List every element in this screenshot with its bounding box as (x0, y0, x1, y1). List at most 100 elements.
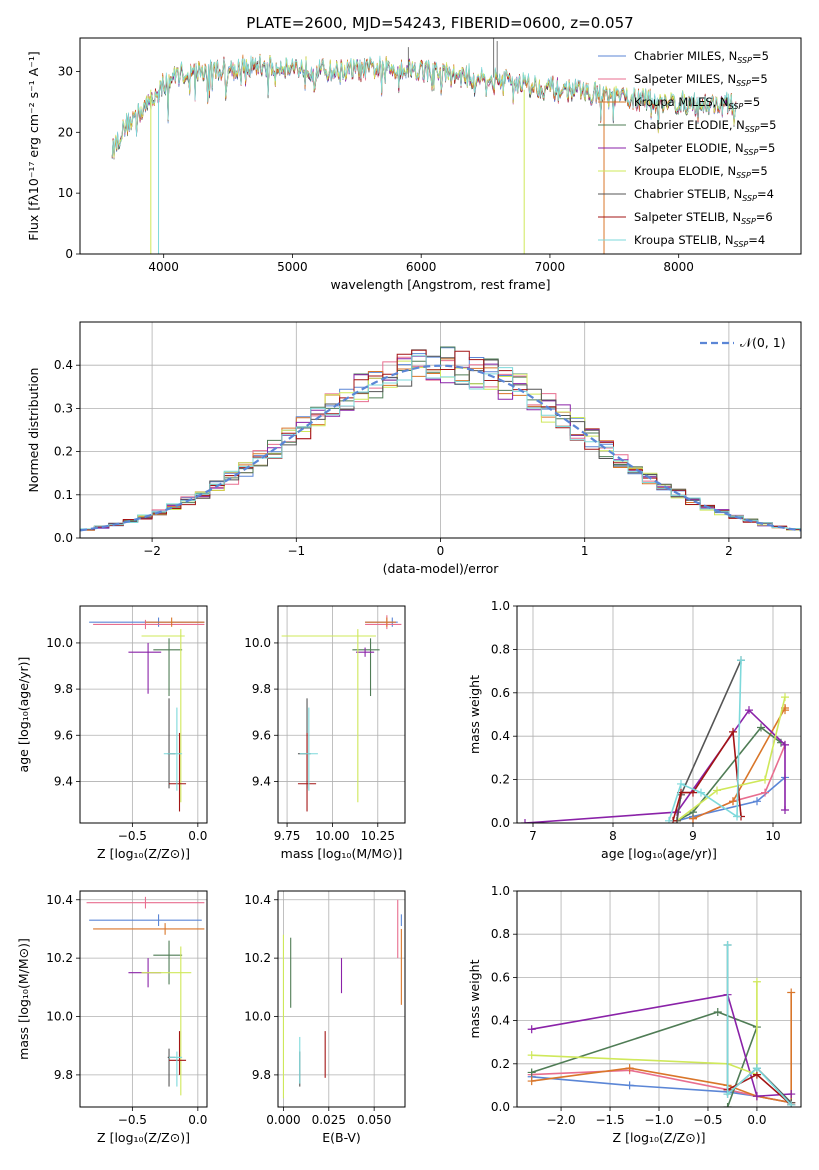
x-tick-label: 0.025 (312, 1113, 346, 1127)
weight-marker (752, 1092, 761, 1101)
panel-age-z: −0.5 0.0 9.4 9.6 9.8 10.0 Z [log₁₀(Z/Z⊙)] age [… (16, 605, 208, 861)
weight-line (531, 981, 758, 1076)
y-tick-label: 9.8 (252, 682, 271, 696)
y-axis-label: mass [log₁₀(M/M⊙)] (16, 938, 31, 1060)
x-tick-label: 8000 (663, 260, 694, 274)
errorbars (89, 617, 205, 812)
y-tick-label: 1.0 (491, 884, 510, 898)
x-tick-label: 8 (609, 829, 617, 843)
panel-weight-z: −2.0 −1.5 −1.0 −0.5 0.0 0.0 0.2 0.4 0.6 0.8 1.0 Z [… (467, 884, 802, 1145)
grid-age-z (80, 606, 207, 823)
x-tick-label: −2.0 (546, 1113, 575, 1127)
y-tick-label: 0.1 (54, 488, 73, 502)
y-tick-label: 0.0 (491, 1100, 510, 1114)
legend-label: Salpeter STELIB, NSSP=6 (634, 210, 773, 226)
x-tick-label: 10.00 (315, 829, 349, 843)
weight-marker (752, 977, 761, 986)
weight-marker (527, 1068, 536, 1077)
legend-label: Salpeter ELODIE, NSSP=5 (634, 141, 775, 157)
panel-spectrum: 4000 5000 6000 7000 8000 0 10 20 30 wavelength [A… (26, 37, 802, 292)
y-tick-label: 10.0 (244, 636, 271, 650)
legend-label: Chabrier ELODIE, NSSP=5 (634, 118, 776, 134)
y-tick-label: 10.4 (244, 893, 271, 907)
y-tick-label: 9.8 (54, 1068, 73, 1082)
y-tick-label: 20 (58, 125, 73, 139)
weight-marker (723, 1103, 732, 1107)
x-axis-label: (data-model)/error (383, 561, 500, 576)
y-tick-label: 10.0 (244, 1010, 271, 1024)
axes-frame (79, 890, 208, 1108)
x-axis-label: mass [log₁₀(M/M⊙)] (281, 846, 403, 861)
y-tick-label: 0.8 (491, 927, 510, 941)
x-axis-label: age [log₁₀(age/yr)] (601, 846, 717, 861)
weight-marker (713, 786, 721, 795)
legend-label: Chabrier STELIB, NSSP=4 (634, 187, 774, 203)
panel-mass-z: −0.5 0.0 9.8 10.0 10.2 10.4 Z [log₁₀(Z/Z⊙)] mas… (16, 890, 208, 1145)
axes-frame (79, 605, 208, 824)
weight-marker (753, 797, 761, 806)
y-tick-label: 0.8 (491, 642, 510, 656)
x-tick-label: 0 (437, 544, 445, 558)
panel-mass-ebv: 0.000 0.025 0.050 9.8 10.0 10.2 10.4 E(B-V) (244, 890, 406, 1145)
x-tick-label: −1 (287, 544, 305, 558)
y-axis-label: mass weight (467, 959, 482, 1038)
y-tick-label: 30 (58, 64, 73, 78)
weight-line (676, 696, 786, 822)
y-tick-label: 0.3 (54, 401, 73, 415)
weight-marker (781, 693, 789, 702)
histograms (80, 346, 801, 533)
weight-marker (713, 1007, 722, 1016)
x-tick-label: 0.050 (357, 1113, 391, 1127)
x-axis-label: Z [log₁₀(Z/Z⊙)] (613, 1130, 706, 1145)
weight-marker (665, 816, 673, 823)
axes-frame (79, 321, 802, 539)
x-tick-label: −1.5 (595, 1113, 624, 1127)
x-tick-label: −2 (143, 544, 161, 558)
grid-mass-z (80, 891, 207, 1107)
weight-marker (527, 1051, 536, 1060)
y-tick-label: 10.4 (46, 893, 73, 907)
weight-line (531, 1011, 758, 1107)
x-tick-label: 4000 (148, 260, 179, 274)
weight-marker (781, 805, 789, 814)
weight-marker (787, 1090, 796, 1099)
grid-age-mass (278, 606, 405, 823)
weight-marker (781, 740, 789, 749)
weight-marker (757, 723, 765, 732)
y-tick-label: 10.0 (46, 636, 73, 650)
y-tick-label: 0.2 (491, 773, 510, 787)
weight-marker (625, 1081, 634, 1090)
x-axis-label: Z [log₁₀(Z/Z⊙)] (97, 846, 190, 861)
y-tick-label: 0.2 (54, 445, 73, 459)
y-tick-label: 0.0 (54, 531, 73, 545)
errorbars (86, 896, 205, 1096)
weight-marker (737, 656, 745, 665)
x-tick-label: 9.75 (274, 829, 301, 843)
y-tick-label: 10.2 (46, 951, 73, 965)
weight-marker (723, 1090, 732, 1099)
panel-residuals: −2 −1 0 1 2 0.0 0.1 0.2 0.3 0.4 (data-model)/error… (26, 321, 802, 576)
axes-frame (516, 890, 802, 1108)
y-tick-label: 9.8 (252, 1068, 271, 1082)
y-axis-label: mass weight (467, 675, 482, 754)
weight-marker (787, 1100, 796, 1107)
legend-label: 𝒩(0, 1) (740, 335, 786, 350)
y-axis-label: Flux [fλ10⁻¹⁷ erg cm⁻² s⁻¹ A⁻¹] (26, 51, 41, 240)
legend-label: Kroupa STELIB, NSSP=4 (634, 233, 765, 249)
y-axis-label: Normed distribution (26, 368, 41, 493)
legend-label: Chabrier MILES, NSSP=5 (634, 49, 769, 65)
weight-marker (745, 706, 753, 715)
chart-title: PLATE=2600, MJD=54243, FIBERID=0600, z=0… (246, 14, 633, 32)
weight-marker (527, 1077, 536, 1086)
y-tick-label: 0.6 (491, 970, 510, 984)
legend-label: Salpeter MILES, NSSP=5 (634, 72, 768, 88)
errorbars (281, 615, 402, 812)
x-tick-label: 9 (689, 829, 697, 843)
y-tick-label: 0.4 (54, 358, 73, 372)
x-axis-label: Z [log₁₀(Z/Z⊙)] (97, 1130, 190, 1145)
weight-marker (521, 819, 529, 823)
weight-marker (729, 727, 737, 736)
x-tick-label: 7000 (535, 260, 566, 274)
weight-marker (761, 775, 769, 784)
weight-line (676, 726, 782, 822)
